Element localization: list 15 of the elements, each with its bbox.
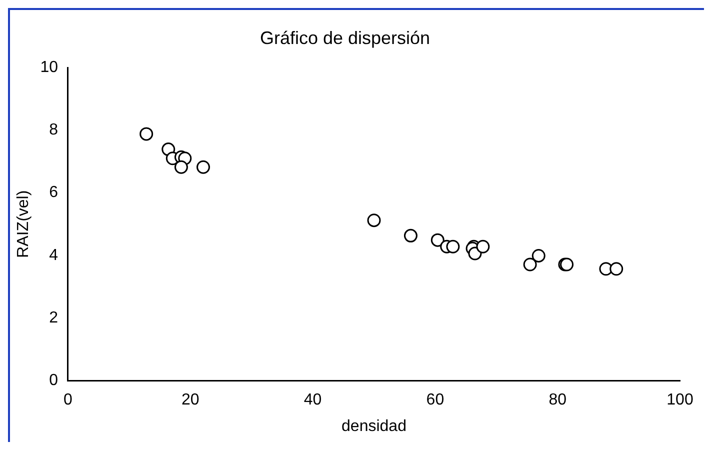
- x-axis-title: densidad: [342, 418, 406, 435]
- x-tick-label: 60: [426, 392, 444, 409]
- x-tick-label: 20: [182, 392, 200, 409]
- y-tick-label: 6: [49, 184, 58, 202]
- y-tick-label: 0: [49, 372, 58, 390]
- y-tick-label: 2: [49, 309, 58, 326]
- chart-title: Gráfico de dispersión: [260, 28, 430, 48]
- y-tick-label: 10: [40, 59, 58, 76]
- x-tick-label: 100: [666, 392, 694, 409]
- y-tick-label: 4: [49, 246, 58, 264]
- y-tick-label: 8: [49, 122, 58, 139]
- x-tick-label: 0: [64, 392, 73, 409]
- x-tick-label: 40: [304, 392, 322, 409]
- x-tick-label: 80: [548, 392, 567, 409]
- y-axis-title: RAIZ(vel): [15, 190, 32, 258]
